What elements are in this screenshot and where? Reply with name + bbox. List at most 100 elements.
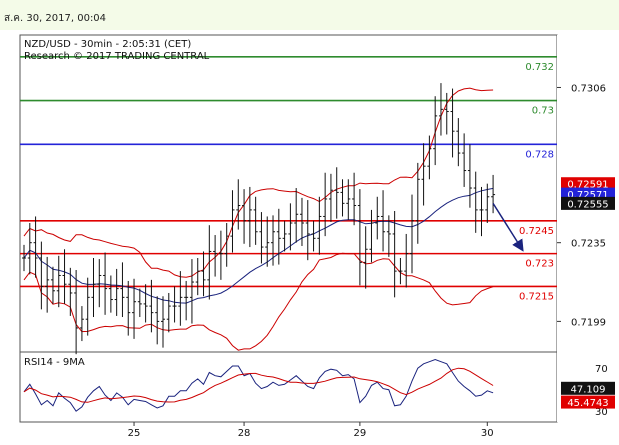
- price-bar-10: [79, 306, 84, 342]
- price-bar-59: [363, 226, 368, 289]
- rsi-tick-label-1: 30: [595, 407, 608, 418]
- price-bar-62: [381, 190, 386, 252]
- bollinger-lower: [23, 252, 494, 351]
- price-tag-0: 0.72591: [561, 177, 615, 191]
- price-bar-77: [467, 144, 472, 208]
- price-bar-53: [328, 173, 333, 222]
- price-bar-71: [433, 96, 438, 166]
- bars-layer: [22, 83, 524, 355]
- price-bar-63: [386, 215, 391, 257]
- price-bar-0: [22, 244, 26, 272]
- price-bar-57: [352, 172, 357, 226]
- header-strip: [0, 0, 619, 30]
- price-axis-strip: [557, 35, 617, 422]
- price-bar-4: [45, 256, 50, 313]
- price-bar-2: [33, 216, 38, 278]
- price-bar-26: [172, 286, 177, 323]
- price-tick-label-2: 0.7199: [571, 317, 606, 328]
- price-bar-30: [195, 257, 200, 296]
- bollinger-upper: [23, 87, 494, 278]
- price-bar-51: [317, 196, 322, 255]
- price-tick-label-0: 0.7306: [571, 83, 606, 94]
- price-bar-16: [114, 268, 119, 316]
- price-bar-15: [108, 275, 113, 313]
- price-bar-6: [56, 255, 61, 308]
- price-bar-20: [137, 288, 142, 318]
- price-bar-70: [427, 135, 432, 180]
- price-bar-48: [299, 197, 304, 246]
- price-bar-67: [410, 194, 415, 274]
- price-bar-76: [462, 133, 467, 187]
- price-bar-18: [126, 280, 131, 336]
- price-bar-73: [444, 92, 449, 135]
- price-bar-9: [74, 270, 79, 355]
- price-bar-47: [294, 188, 299, 243]
- price-bar-40: [253, 196, 258, 245]
- price-bar-79: [479, 186, 484, 237]
- rsi-panel: [19, 351, 558, 423]
- rsi-layer: [23, 358, 494, 412]
- price-bar-13: [97, 259, 102, 308]
- price-bar-7: [62, 249, 67, 304]
- price-bar-41: [259, 212, 264, 264]
- price-bar-14: [103, 252, 108, 315]
- svg-text:45.4743: 45.4743: [567, 398, 608, 409]
- chart-subtitle: Research © 2017 TRADING CENTRAL: [24, 51, 210, 62]
- price-bar-61: [375, 196, 380, 240]
- price-bar-78: [473, 171, 478, 233]
- price-bar-37: [236, 179, 241, 230]
- price-bar-66: [404, 233, 409, 288]
- svg-text:0.72591: 0.72591: [567, 180, 608, 191]
- price-bar-22: [149, 279, 154, 333]
- x-tick-label-2: 29: [354, 428, 367, 439]
- price-bar-46: [288, 203, 293, 251]
- price-bar-54: [334, 167, 339, 219]
- price-bar-23: [155, 296, 160, 345]
- price-bar-34: [218, 230, 223, 280]
- price-bar-42: [265, 216, 270, 267]
- rsi-label: RSI14 - 9MA: [24, 357, 85, 368]
- price-bar-25: [166, 292, 171, 333]
- axis-layer: 0.7306 0.7235 0.7199 70 30 25 28 29 30: [128, 83, 608, 439]
- price-bar-21: [143, 284, 148, 323]
- level-label-0: 0.732: [525, 62, 554, 73]
- price-bar-55: [340, 179, 345, 217]
- price-bar-3: [39, 241, 44, 310]
- price-bar-64: [392, 210, 397, 298]
- level-label-3: 0.7245: [519, 226, 554, 237]
- price-bar-33: [213, 235, 218, 277]
- price-bar-72: [438, 83, 443, 136]
- price-bar-52: [323, 172, 328, 237]
- level-label-1: 0.73: [532, 106, 554, 117]
- price-bar-29: [189, 259, 194, 324]
- price-bar-31: [201, 251, 206, 297]
- price-bar-24: [160, 296, 165, 348]
- level-label-2: 0.728: [525, 149, 554, 160]
- forecast-arrow: [492, 202, 524, 252]
- chart-title: NZD/USD - 30min - 2:05:31 (CET): [24, 39, 191, 50]
- price-bar-80: [485, 183, 490, 224]
- price-bar-32: [207, 225, 212, 300]
- svg-text:47.109: 47.109: [571, 384, 606, 395]
- rsi-line: [23, 358, 494, 412]
- x-tick-label-3: 30: [481, 428, 494, 439]
- rsi-ma-line: [23, 367, 494, 403]
- price-bar-5: [50, 266, 55, 304]
- price-bar-45: [282, 220, 287, 252]
- level-label-4: 0.723: [525, 259, 554, 270]
- price-bar-74: [450, 88, 455, 158]
- price-tick-label-1: 0.7235: [571, 239, 606, 250]
- price-bar-38: [242, 189, 247, 244]
- price-bar-12: [91, 257, 96, 318]
- price-bar-27: [178, 271, 183, 326]
- price-bar-1: [27, 223, 32, 275]
- price-bar-69: [421, 143, 426, 206]
- price-bar-44: [276, 208, 281, 265]
- svg-text:0.72555: 0.72555: [567, 199, 608, 210]
- svg-text:0.72571: 0.72571: [567, 190, 608, 201]
- moving-average: [23, 187, 494, 304]
- price-bar-8: [68, 267, 73, 316]
- rsi-tag-0: 47.109: [561, 381, 615, 395]
- price-bar-65: [398, 257, 403, 285]
